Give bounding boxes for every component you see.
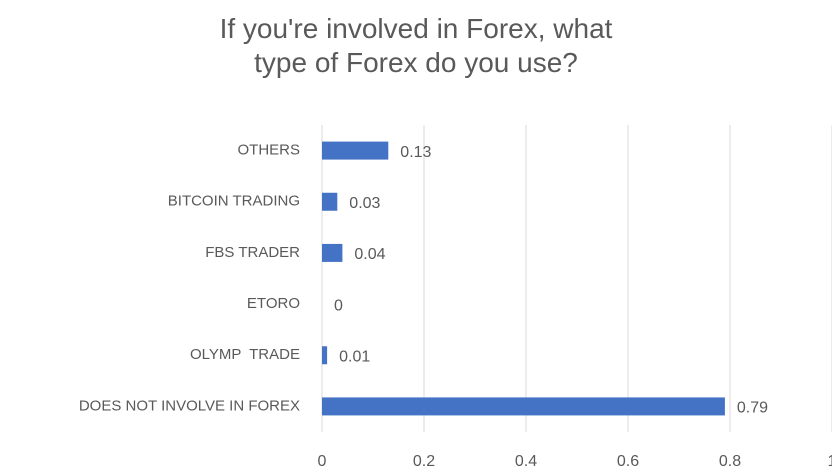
y-tick-label: DOES NOT INVOLVE IN FOREX: [79, 397, 300, 414]
bar: [322, 141, 389, 160]
x-tick-label: 0.8: [719, 453, 741, 470]
data-label: 0.03: [349, 195, 380, 212]
bar: [322, 346, 328, 365]
bar: [322, 397, 725, 416]
data-label: 0.01: [339, 348, 370, 365]
x-tick-label: 0.4: [515, 453, 537, 470]
y-tick-label: FBS TRADER: [205, 244, 300, 261]
x-tick-label: 0.6: [617, 453, 639, 470]
data-label: 0: [334, 297, 343, 314]
x-tick-label: 1: [828, 453, 832, 470]
data-label: 0.79: [737, 400, 768, 417]
x-tick-label: 0.2: [413, 453, 435, 470]
x-tick-label: 0: [318, 453, 327, 470]
y-tick-label: OTHERS: [237, 142, 300, 159]
chart-title: If you're involved in Forex, what type o…: [219, 13, 613, 78]
y-tick-label: OLYMP TRADE: [190, 346, 300, 363]
bar: [322, 243, 343, 262]
bar: [322, 192, 338, 211]
data-label: 0.13: [400, 144, 431, 161]
data-label: 0.04: [354, 246, 385, 263]
y-tick-label: BITCOIN TRADING: [168, 193, 300, 210]
y-tick-label: ETORO: [247, 295, 300, 312]
